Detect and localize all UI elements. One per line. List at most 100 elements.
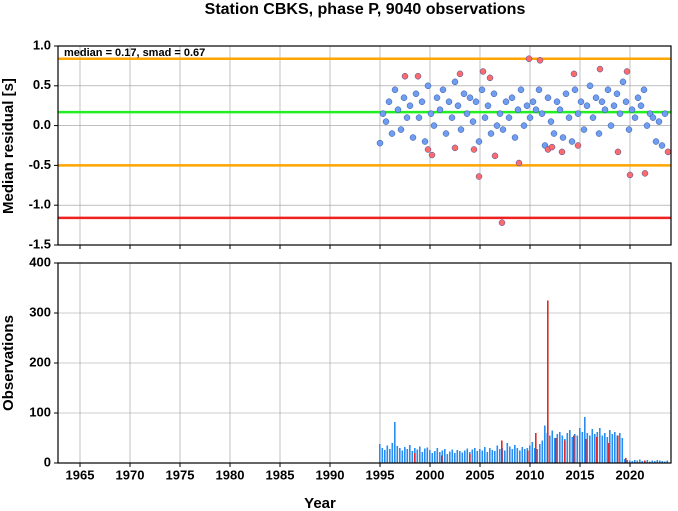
data-point (562, 90, 570, 98)
data-point (637, 102, 645, 109)
data-point (481, 114, 489, 121)
bar (466, 448, 469, 463)
bar (527, 450, 529, 463)
data-point (382, 118, 390, 125)
bar (631, 461, 634, 463)
bar (544, 425, 546, 463)
data-point (622, 98, 630, 105)
bar (506, 443, 509, 463)
data-point (451, 144, 459, 152)
bar (564, 440, 566, 463)
data-point (623, 68, 631, 75)
data-point (469, 118, 477, 125)
bar (431, 453, 434, 463)
bar (614, 432, 616, 463)
data-point (428, 151, 436, 159)
data-point (634, 94, 642, 101)
bar (471, 449, 474, 463)
data-point (491, 152, 499, 160)
bar (414, 453, 416, 463)
bar (644, 460, 646, 463)
bar (649, 461, 651, 463)
bar (604, 433, 606, 463)
bar (581, 432, 584, 463)
bar (601, 435, 604, 463)
bar (476, 451, 479, 463)
data-point (664, 148, 672, 156)
y-tick-label: 0.5 (33, 77, 51, 92)
bar (441, 455, 443, 463)
data-point (499, 126, 507, 133)
x-tick-label: 1985 (266, 467, 295, 482)
data-point (535, 86, 543, 94)
bar (579, 428, 581, 463)
data-point (486, 74, 494, 82)
bar (666, 460, 669, 463)
y-tick-label: 300 (29, 304, 51, 319)
bar (609, 430, 611, 463)
bar (504, 450, 506, 463)
x-tick-label: 1965 (66, 467, 95, 482)
data-point (523, 102, 531, 109)
bar (621, 438, 624, 463)
data-point (614, 148, 622, 156)
data-point (397, 126, 405, 133)
y-tick-label: 0.0 (33, 117, 51, 132)
bar (566, 433, 569, 463)
bar (409, 445, 411, 463)
bar (619, 433, 621, 463)
bar (576, 435, 579, 463)
bar (561, 435, 564, 463)
bar (606, 437, 609, 463)
data-point (515, 159, 523, 167)
bar (391, 443, 394, 463)
bar (456, 450, 459, 463)
data-point (505, 114, 513, 121)
bar (634, 460, 636, 463)
data-point (601, 106, 609, 113)
bar (444, 449, 446, 463)
data-point (502, 98, 510, 105)
y-tick-label: -1.5 (29, 236, 51, 251)
bar (617, 435, 619, 463)
data-point (484, 102, 492, 109)
x-axis-label: Year (304, 495, 336, 511)
data-point (418, 98, 426, 105)
data-point (385, 98, 393, 105)
bar (529, 445, 531, 463)
data-point (641, 170, 649, 177)
data-point (596, 65, 604, 73)
bar (449, 451, 451, 463)
data-point (592, 94, 600, 101)
data-point (558, 148, 566, 156)
bar (664, 461, 666, 463)
bar (591, 429, 594, 463)
bar (594, 434, 596, 463)
data-point (661, 110, 669, 117)
x-tick-label: 1995 (366, 467, 395, 482)
data-point (658, 142, 666, 149)
bar (384, 450, 386, 463)
bar (608, 443, 610, 463)
bar (654, 461, 656, 463)
data-point (548, 143, 556, 151)
data-point (574, 142, 582, 149)
bar (539, 444, 541, 463)
data-point (463, 110, 471, 117)
bar (556, 434, 559, 463)
bar (626, 460, 629, 463)
y-tick-label: -0.5 (29, 157, 51, 172)
data-point (544, 94, 552, 101)
bar (639, 459, 641, 463)
plot-frame (57, 45, 672, 246)
data-point (466, 94, 474, 101)
data-point (607, 122, 615, 129)
bar (389, 449, 391, 463)
data-point (550, 130, 558, 137)
data-point (655, 118, 663, 125)
x-tick-label: 2015 (566, 467, 595, 482)
bar (641, 461, 644, 463)
data-point (514, 106, 522, 113)
data-point (643, 122, 651, 129)
x-tick-label: 1990 (316, 467, 345, 482)
